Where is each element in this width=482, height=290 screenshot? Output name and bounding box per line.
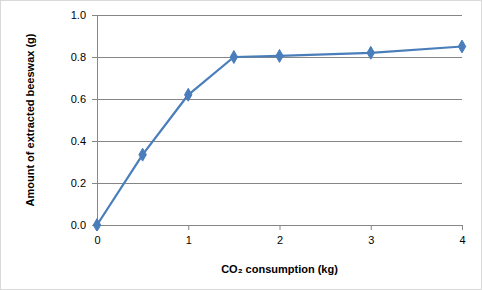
- chart-background: [1, 1, 482, 290]
- series: [93, 40, 465, 231]
- y-tick-mark: [92, 141, 97, 142]
- marker: [367, 46, 374, 59]
- grid-line: [97, 183, 462, 184]
- y-tick: 0.4: [71, 135, 97, 147]
- x-tick: 2: [277, 225, 283, 246]
- y-tick-mark: [92, 183, 97, 184]
- x-tick-label: 0: [94, 234, 100, 246]
- y-tick-mark: [92, 99, 97, 100]
- plot: 0.0 0.2 0.4 0.6 0.8 1.0 0 1 2 3 4: [71, 9, 466, 246]
- y-tick-label: 0.2: [71, 177, 86, 189]
- y-axis-line: [92, 16, 98, 226]
- marker: [458, 40, 465, 53]
- x-axis-title: CO₂ consumption (kg): [221, 263, 338, 275]
- grid-line: [97, 99, 462, 100]
- y-tick-label: 0.6: [71, 93, 86, 105]
- x-tick-mark: [462, 225, 463, 230]
- marker: [276, 50, 283, 63]
- y-tick: 0.8: [71, 51, 97, 63]
- x-tick: 3: [368, 225, 374, 246]
- x-tick: 4: [459, 225, 465, 246]
- y-tick-mark: [92, 15, 97, 16]
- grid-line: [97, 15, 462, 16]
- y-tick-label: 0.4: [71, 135, 86, 147]
- grid: [97, 16, 462, 226]
- marker: [230, 51, 237, 64]
- x-axis-line: [98, 226, 463, 231]
- x-tick-label: 4: [459, 234, 465, 246]
- y-axis: 0.0 0.2 0.4 0.6 0.8 1.0: [71, 9, 98, 231]
- y-tick-label: 0.8: [71, 51, 86, 63]
- y-tick-label: 1.0: [71, 9, 86, 21]
- y-tick-mark: [92, 57, 97, 58]
- marker: [139, 148, 146, 161]
- line: [97, 47, 462, 226]
- x-tick-mark: [280, 225, 281, 230]
- y-tick-label: 0.0: [71, 219, 86, 231]
- y-tick: 1.0: [71, 9, 97, 21]
- chart: 0.0 0.2 0.4 0.6 0.8 1.0 0 1 2 3 4 CO₂ consumption (…: [0, 0, 482, 290]
- marker: [93, 219, 100, 231]
- x-tick-mark: [371, 225, 372, 230]
- x-tick-mark: [188, 225, 189, 230]
- x-tick-label: 1: [186, 234, 192, 246]
- x-tick-label: 3: [368, 234, 374, 246]
- y-axis-title: Amount of extracted beeswax (g): [24, 33, 36, 206]
- x-tick: 1: [186, 225, 192, 246]
- x-axis: 0 1 2 3 4: [94, 225, 465, 246]
- y-tick: 0.6: [71, 93, 97, 105]
- x-tick-label: 2: [277, 234, 283, 246]
- y-tick: 0.2: [71, 177, 97, 189]
- marker: [185, 88, 192, 101]
